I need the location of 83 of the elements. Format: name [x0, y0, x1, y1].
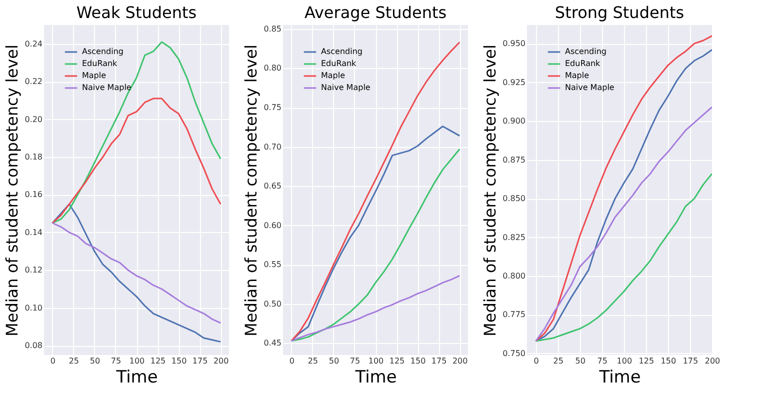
- y-tick-label: 0.22: [24, 77, 42, 86]
- y-tick-label: 0.24: [24, 39, 42, 48]
- y-tick-label: 0.750: [502, 348, 526, 358]
- line-series: [52, 41, 222, 224]
- legend-label: Naive Maple: [82, 83, 132, 92]
- x-tick-label: 25: [68, 356, 80, 366]
- x-tick-label: 125: [150, 356, 166, 366]
- legend-label: EduRank: [321, 59, 357, 68]
- line-series: [535, 106, 712, 342]
- x-tick-label: 100: [129, 356, 145, 366]
- y-tick-label: 0.70: [264, 142, 282, 152]
- y-tick-label: 0.08: [24, 341, 42, 350]
- x-tick-label: 50: [328, 356, 340, 366]
- x-tick-label: 50: [90, 356, 100, 366]
- y-tick-label: 0.45: [264, 338, 282, 348]
- x-axis-title: Time: [598, 368, 641, 388]
- x-tick-label: 75: [597, 356, 608, 366]
- chart-title: Weak Students: [76, 3, 197, 22]
- x-tick-label: 175: [682, 356, 698, 366]
- x-tick-label: 200: [452, 356, 468, 366]
- y-tick-label: 0.12: [24, 266, 42, 275]
- y-tick-label: 0.775: [502, 310, 526, 320]
- y-tick-label: 0.850: [502, 194, 526, 204]
- x-tick-label: 125: [389, 356, 405, 366]
- legend-label: Maple: [565, 71, 590, 80]
- legend-label: Ascending: [565, 47, 606, 56]
- x-axis-title: Time: [354, 368, 397, 388]
- x-tick-label: 25: [553, 356, 564, 366]
- y-tick-label: 0.10: [24, 303, 42, 312]
- legend-label: Ascending: [321, 47, 362, 56]
- y-tick-label: 0.85: [264, 24, 282, 34]
- x-tick-label: 150: [171, 356, 187, 366]
- x-tick-label: 75: [110, 356, 122, 366]
- y-axis-title: Median of student competency level: [2, 44, 22, 336]
- x-tick-label: 0: [50, 356, 56, 366]
- line-series: [52, 203, 222, 343]
- legend-label: Maple: [82, 71, 106, 80]
- line-series: [52, 98, 222, 224]
- y-tick-label: 0.50: [264, 299, 282, 308]
- x-tick-label: 175: [192, 356, 208, 366]
- x-tick-label: 100: [616, 356, 632, 366]
- line-series: [290, 42, 460, 342]
- y-tick-label: 0.800: [502, 271, 526, 280]
- legend-label: Ascending: [82, 47, 124, 56]
- chart-title: Average Students: [304, 2, 447, 22]
- y-tick-label: 0.14: [24, 228, 42, 237]
- chart-title: Strong Students: [554, 3, 684, 22]
- legend-label: Naive Maple: [565, 83, 614, 92]
- x-tick-label: 100: [368, 356, 384, 366]
- x-tick-label: 25: [308, 356, 318, 366]
- line-series: [290, 274, 460, 342]
- x-tick-label: 150: [410, 356, 426, 366]
- x-tick-label: 200: [704, 356, 720, 366]
- y-tick-label: 0.55: [264, 260, 282, 270]
- y-axis-title: Median of student competency level: [480, 44, 500, 336]
- y-tick-label: 0.950: [502, 39, 526, 48]
- legend-label: Naive Maple: [321, 83, 370, 92]
- y-tick-label: 0.65: [264, 182, 282, 191]
- x-tick-label: 0: [289, 356, 294, 366]
- x-tick-label: 75: [350, 356, 360, 366]
- legend-label: Maple: [321, 71, 346, 80]
- x-tick-label: 175: [431, 356, 447, 366]
- line-series: [52, 222, 222, 324]
- y-tick-label: 0.16: [24, 190, 42, 200]
- y-tick-label: 0.75: [264, 103, 282, 112]
- y-tick-label: 0.925: [502, 78, 526, 87]
- x-tick-label: 200: [213, 356, 229, 366]
- x-tick-label: 150: [660, 356, 676, 366]
- y-tick-label: 0.80: [264, 64, 282, 73]
- y-tick-label: 0.825: [502, 232, 526, 242]
- x-axis-title: Time: [115, 368, 158, 388]
- y-tick-label: 0.875: [502, 155, 526, 164]
- y-tick-label: 0.18: [24, 152, 42, 162]
- y-tick-label: 0.60: [264, 220, 282, 230]
- x-tick-label: 125: [638, 356, 654, 366]
- x-tick-label: 0: [534, 356, 539, 366]
- legend-label: EduRank: [82, 59, 118, 68]
- x-tick-label: 50: [575, 356, 586, 366]
- y-tick-label: 0.20: [24, 114, 42, 124]
- line-series: [535, 172, 712, 342]
- legend-label: EduRank: [565, 59, 601, 68]
- y-tick-label: 0.900: [502, 116, 526, 126]
- y-axis-title: Median of student competency level: [242, 44, 261, 336]
